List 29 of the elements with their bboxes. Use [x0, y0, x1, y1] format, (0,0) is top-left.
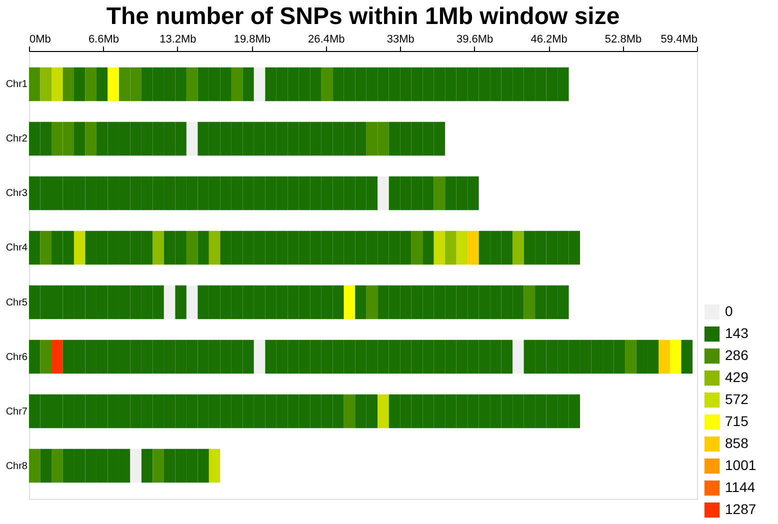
color-bar-label: 0	[725, 303, 733, 319]
y-tick-label: Chr1	[6, 79, 28, 90]
x-tick-label: 46.2Mb	[530, 34, 568, 46]
y-tick-label: Chr4	[6, 242, 28, 254]
color-bar-label: 1144	[725, 479, 756, 495]
color-bar-label: 572	[725, 391, 749, 407]
y-tick-label: Chr3	[6, 188, 28, 200]
y-tick-label: Chr6	[6, 352, 28, 363]
y-tick-label: Chr2	[6, 134, 28, 145]
color-bar-label: 286	[725, 347, 749, 363]
x-tick-label: 0Mb	[30, 34, 51, 46]
y-tick-label: Chr8	[6, 460, 28, 472]
x-tick-label: 39.6Mb	[456, 34, 494, 46]
y-tick-label: Chr7	[6, 406, 28, 418]
color-bar-label: 715	[725, 413, 749, 429]
color-bar-label: 143	[725, 325, 749, 341]
x-tick-label: 19.8Mb	[234, 34, 271, 46]
x-tick-label: 59.4Mb	[660, 34, 698, 46]
x-tick-label: 33Mb	[386, 34, 414, 46]
x-tick-label: 6.6Mb	[88, 34, 120, 46]
chart-title: The number of SNPs within 1Mb window size	[106, 3, 620, 30]
color-bar-label: 1287	[725, 501, 756, 517]
color-bar-label: 1001	[725, 457, 756, 473]
x-tick-label: 13.2Mb	[160, 34, 196, 46]
color-bar-label: 858	[725, 435, 749, 451]
color-bar-label: 429	[725, 369, 749, 385]
x-tick-label: 26.4Mb	[308, 34, 345, 46]
x-tick-label: 52.8Mb	[604, 34, 642, 46]
y-tick-label: Chr5	[6, 297, 28, 308]
